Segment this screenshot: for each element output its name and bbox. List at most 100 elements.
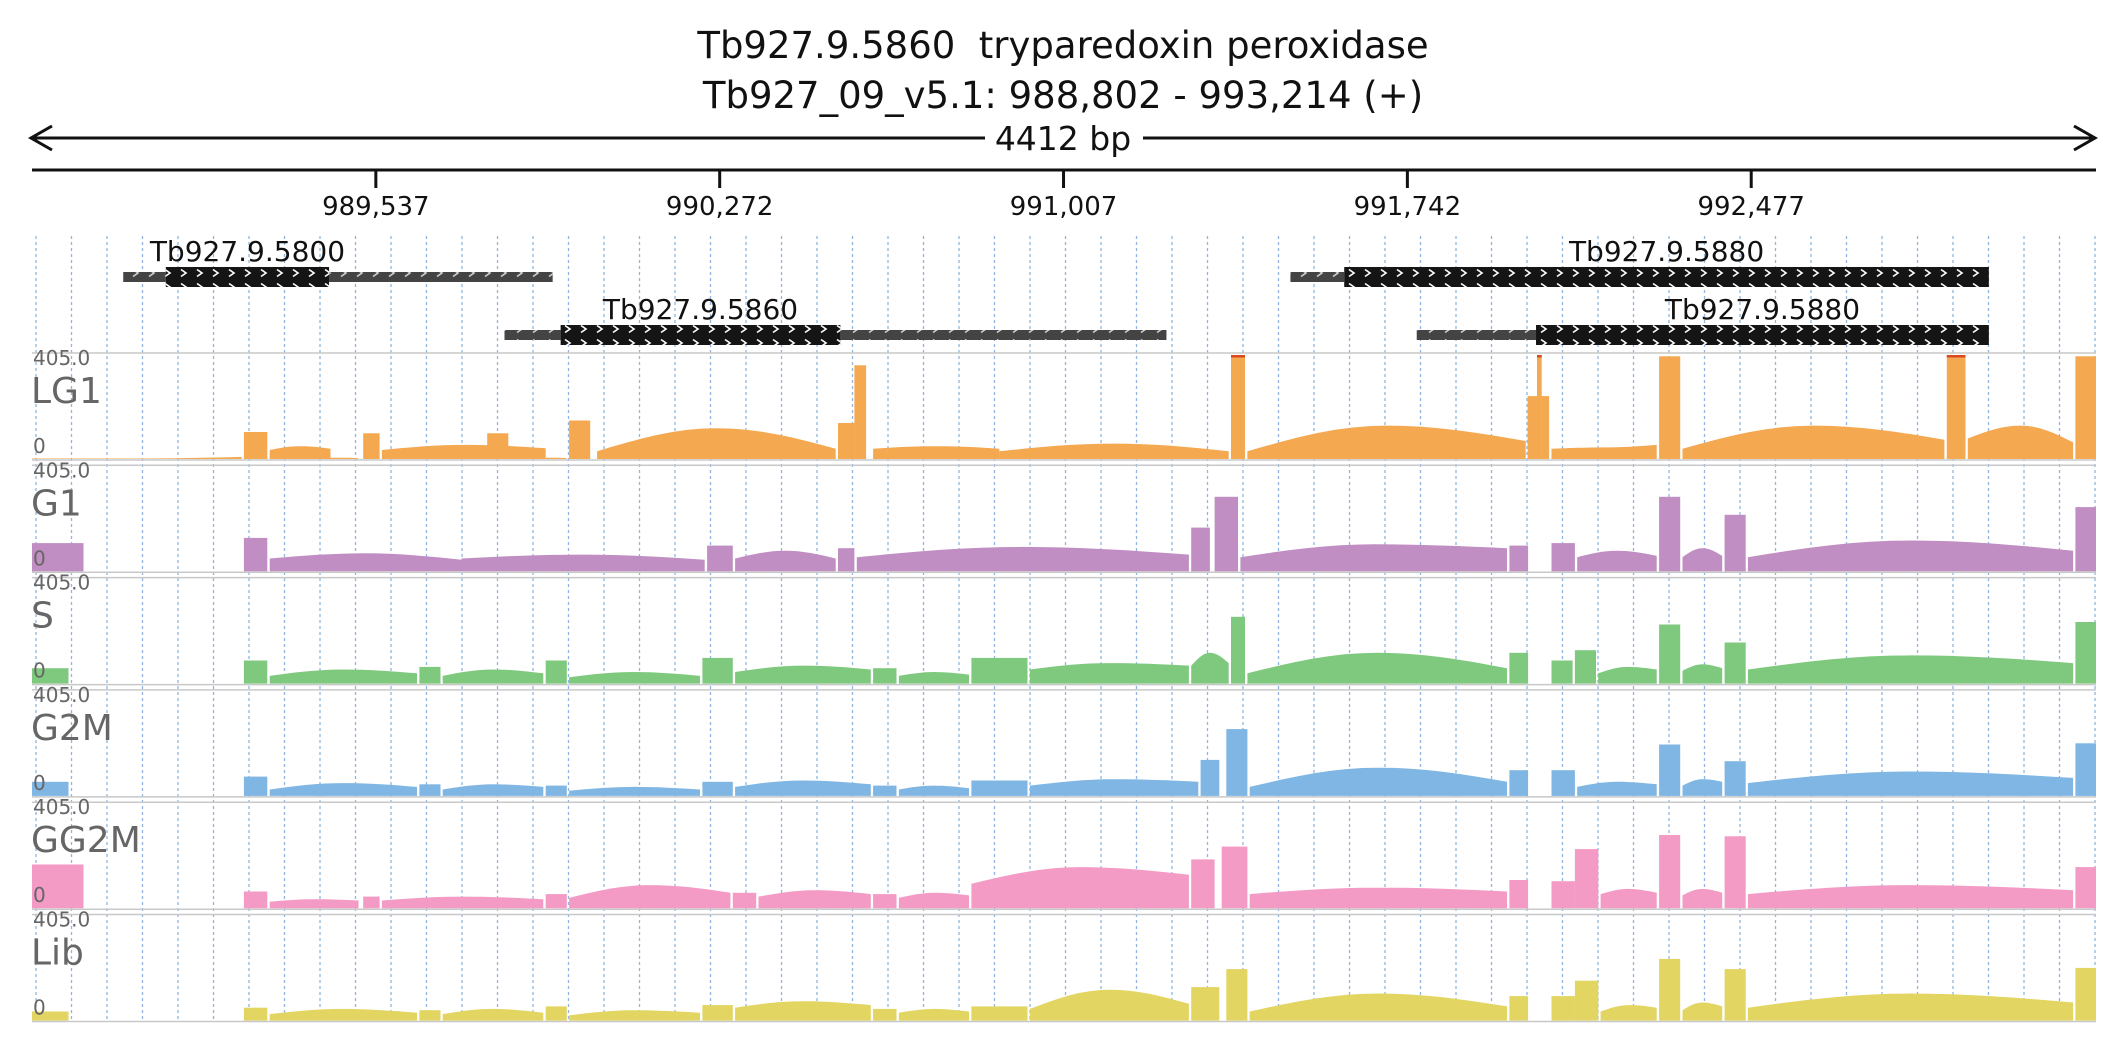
coverage-area bbox=[735, 665, 871, 684]
coverage-area bbox=[1600, 888, 1657, 909]
coverage-bar bbox=[1509, 996, 1529, 1021]
grid-lines bbox=[35, 236, 2096, 1020]
strand-chevrons bbox=[560, 325, 841, 345]
coverage-bar bbox=[2075, 356, 2096, 459]
y-max-label: 405.0 bbox=[33, 795, 90, 819]
coverage-area bbox=[873, 446, 1000, 459]
strand-chevrons bbox=[1290, 272, 1345, 282]
coverage-area bbox=[898, 892, 969, 909]
coverage-area bbox=[1682, 779, 1723, 796]
track-name: S bbox=[31, 596, 54, 637]
coverage-track: 405.0 0 LG1 bbox=[31, 346, 2096, 461]
coverage-bar bbox=[971, 657, 1028, 684]
y-min-label: 0 bbox=[33, 659, 46, 683]
coverage-bar bbox=[1231, 355, 1245, 459]
coverage-area bbox=[1577, 550, 1657, 572]
coverage-bar bbox=[1659, 496, 1681, 572]
axis-ticks: 989,537 990,272 991,007 991,742 992,477 bbox=[322, 170, 1805, 222]
coverage-area bbox=[1191, 652, 1229, 684]
coverage-area bbox=[735, 550, 836, 572]
coverage-area bbox=[1247, 425, 1526, 459]
coverage-bar bbox=[1226, 729, 1248, 796]
coverage-area bbox=[735, 780, 871, 796]
coverage-area bbox=[1600, 1005, 1657, 1021]
y-min-label: 0 bbox=[33, 771, 46, 795]
y-min-label: 0 bbox=[33, 883, 46, 907]
coverage-area bbox=[1967, 425, 2074, 459]
coverage-bar bbox=[32, 781, 69, 796]
coverage-tracks: 405.00LG1405.00G1405.00S405.00G2M405.00G… bbox=[31, 346, 2096, 1023]
coverage-bar bbox=[545, 785, 567, 796]
coverage-area bbox=[1551, 444, 1657, 459]
strand-chevrons bbox=[840, 330, 1167, 340]
coverage-area bbox=[971, 867, 1189, 909]
coverage-bar bbox=[243, 432, 268, 459]
coverage-bar bbox=[243, 537, 268, 572]
coverage-bar bbox=[1574, 849, 1599, 909]
coverage-bar bbox=[1659, 624, 1681, 684]
coverage-bar bbox=[971, 780, 1028, 796]
coverage-bar bbox=[1724, 642, 1746, 684]
coverage-track: 405.0 0 S bbox=[31, 571, 2096, 686]
coverage-bar bbox=[1724, 514, 1746, 572]
y-min-label: 0 bbox=[33, 546, 46, 570]
strand-chevrons bbox=[165, 267, 330, 287]
y-max-label: 405.0 bbox=[33, 346, 90, 370]
coordinate-axis: 989,537 990,272 991,007 991,742 992,477 bbox=[32, 168, 2096, 222]
coverage-bar bbox=[487, 433, 509, 459]
coverage-bar bbox=[971, 1006, 1028, 1021]
coverage-bar bbox=[32, 668, 69, 684]
coverage-area bbox=[1747, 655, 2074, 684]
coverage-bar bbox=[363, 896, 380, 909]
axis-tick-label: 991,742 bbox=[1354, 192, 1462, 222]
gene-feature: Tb927.9.5800 bbox=[123, 235, 553, 287]
coverage-area bbox=[569, 1010, 700, 1021]
coverage-area bbox=[1029, 989, 1189, 1021]
coverage-bar bbox=[2075, 867, 2096, 909]
coverage-bar bbox=[1551, 996, 1575, 1021]
gene-feature: Tb927.9.5880 bbox=[1416, 293, 1989, 345]
coverage-area bbox=[1747, 540, 2074, 572]
coverage-bar bbox=[1551, 770, 1575, 796]
coverage-area bbox=[269, 783, 417, 796]
coverage-bar bbox=[1946, 355, 1966, 459]
coverage-bar bbox=[873, 894, 897, 909]
coverage-bar bbox=[243, 660, 268, 684]
coverage-bar bbox=[2075, 967, 2096, 1021]
coverage-bar bbox=[243, 776, 268, 796]
coverage-area bbox=[461, 554, 705, 572]
coverage-bar bbox=[1551, 660, 1573, 684]
gene-label: Tb927.9.5860 bbox=[602, 293, 798, 326]
y-max-label: 405.0 bbox=[33, 458, 90, 482]
coverage-area bbox=[898, 672, 969, 684]
y-max-label: 405.0 bbox=[33, 571, 90, 595]
span-length-label: 4412 bp bbox=[995, 119, 1131, 158]
coverage-area bbox=[999, 443, 1229, 459]
gene-label: Tb927.9.5880 bbox=[1664, 293, 1860, 326]
coverage-bar bbox=[2075, 622, 2096, 684]
coverage-bar bbox=[1574, 650, 1596, 684]
coverage-bar bbox=[838, 423, 855, 459]
coverage-bar bbox=[1724, 969, 1746, 1021]
coverage-area bbox=[1029, 663, 1189, 684]
coverage-bar bbox=[419, 666, 441, 684]
coverage-bar bbox=[873, 668, 897, 684]
coverage-area bbox=[1249, 767, 1507, 796]
coverage-area bbox=[269, 1008, 417, 1021]
coverage-area bbox=[269, 446, 331, 459]
coverage-area bbox=[1747, 993, 2074, 1021]
coverage-bar bbox=[838, 548, 855, 572]
coverage-bar bbox=[1226, 969, 1248, 1021]
coverage-bar bbox=[1527, 396, 1537, 459]
gene-label: Tb927.9.5880 bbox=[1568, 235, 1764, 268]
y-min-label: 0 bbox=[33, 434, 46, 458]
coverage-area bbox=[1682, 425, 1945, 459]
coverage-bar bbox=[873, 1008, 897, 1021]
coverage-area bbox=[1682, 1002, 1723, 1021]
axis-tick-label: 991,007 bbox=[1010, 192, 1118, 222]
y-max-label: 405.0 bbox=[33, 683, 90, 707]
strand-chevrons bbox=[329, 272, 553, 282]
coverage-area bbox=[856, 546, 1189, 572]
coverage-area bbox=[442, 1008, 544, 1021]
